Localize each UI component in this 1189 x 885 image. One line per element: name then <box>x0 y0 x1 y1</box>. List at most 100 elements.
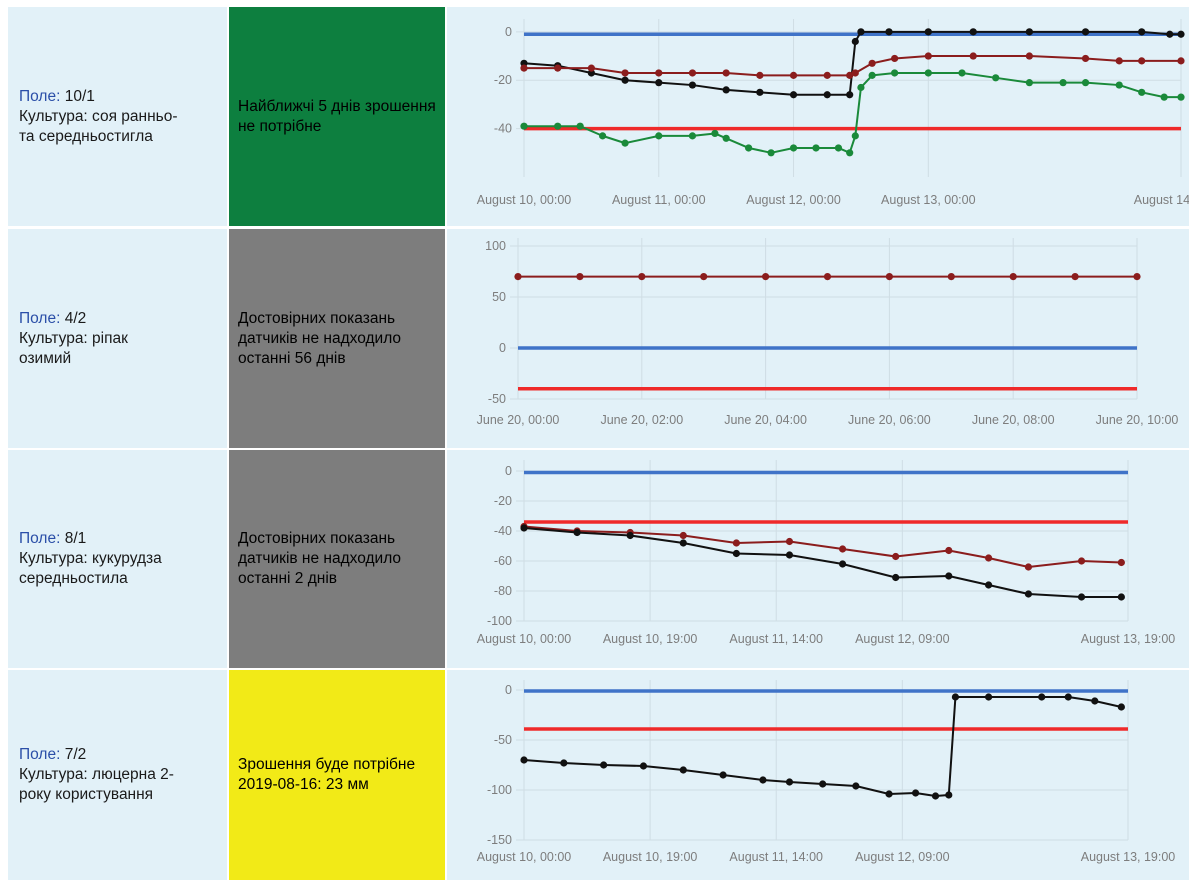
field-label: Поле: <box>19 746 61 763</box>
data-point <box>945 791 953 799</box>
data-point <box>732 549 740 558</box>
data-point <box>851 132 859 140</box>
table-row: Поле: 10/1 Культура: соя ранньо- та сере… <box>0 7 1189 226</box>
data-point <box>688 69 697 77</box>
status-text: Найближчі 5 днів зрошення не потрібне <box>238 97 436 135</box>
field-info-cell: Поле: 8/1 Культура: кукурудза середньост… <box>8 450 227 668</box>
data-point <box>1024 563 1033 571</box>
x-tick-label: August 13, 19:00 <box>1081 850 1176 864</box>
data-point <box>732 539 740 547</box>
x-tick-label: August 10, 00:00 <box>477 193 572 207</box>
x-tick-label: June 20, 08:00 <box>972 413 1055 427</box>
data-point <box>846 149 854 157</box>
data-point <box>1138 28 1146 36</box>
data-point <box>1081 54 1090 63</box>
x-tick-label: August 10, 19:00 <box>603 632 698 646</box>
data-point <box>891 69 899 77</box>
data-point <box>688 81 697 89</box>
y-tick-label: -40 <box>494 524 512 538</box>
data-point <box>892 573 900 582</box>
data-point <box>1138 57 1146 65</box>
x-tick-label: August 10, 00:00 <box>477 632 572 646</box>
status-text: Достовірних показань датчиків не надходи… <box>238 530 402 587</box>
data-point <box>655 132 663 140</box>
data-point <box>812 144 820 152</box>
status-text: Зрошення буде потрібне 2019-08-16: 23 мм <box>238 756 416 793</box>
y-tick-label: -150 <box>487 833 512 847</box>
x-tick-label: August 10, 19:00 <box>603 850 698 864</box>
data-point <box>1071 273 1079 281</box>
data-point <box>931 792 940 800</box>
y-tick-label: -50 <box>488 392 506 406</box>
data-point <box>722 69 730 77</box>
field-info-cell: Поле: 7/2 Культура: люцерна 2- року кори… <box>8 670 227 880</box>
data-point <box>679 766 687 774</box>
data-point <box>1117 558 1125 567</box>
data-point <box>924 28 932 36</box>
data-point <box>600 761 608 769</box>
data-point <box>857 83 865 92</box>
field-value: 8/1 <box>64 530 87 547</box>
data-point <box>573 528 581 537</box>
data-point <box>1138 88 1146 96</box>
data-point <box>945 546 953 555</box>
y-tick-label: 0 <box>499 341 506 355</box>
data-point <box>700 273 708 281</box>
field-value: 10/1 <box>64 87 95 105</box>
data-point <box>857 28 865 36</box>
data-point <box>1177 93 1185 101</box>
data-point <box>951 693 960 701</box>
field-info-cell: Поле: 10/1 Культура: соя ранньо- та сере… <box>8 7 227 226</box>
data-point <box>1117 593 1125 601</box>
data-point <box>1081 28 1090 36</box>
data-point <box>638 273 646 281</box>
x-tick-label: August 13, 00:00 <box>881 193 976 207</box>
data-point <box>639 762 648 770</box>
data-point <box>819 780 827 788</box>
data-point <box>823 71 831 79</box>
field-label: Поле: <box>19 530 61 547</box>
data-point <box>655 79 663 87</box>
crop-line-1: Культура: люцерна 2- <box>19 766 174 783</box>
data-point <box>688 132 697 140</box>
data-point <box>520 122 528 130</box>
field-label: Поле: <box>19 309 61 327</box>
y-tick-label: 100 <box>485 239 506 253</box>
y-tick-label: -20 <box>494 73 512 87</box>
crop-line-2: та середньостигла <box>19 127 153 145</box>
field-info-cell: Поле: 4/2 Культура: ріпак озимий <box>8 229 227 448</box>
data-point <box>621 139 629 147</box>
data-point <box>1115 57 1123 65</box>
y-tick-label: 50 <box>492 290 506 304</box>
data-point <box>576 122 584 130</box>
x-tick-label: August 12, 09:00 <box>855 850 950 864</box>
y-tick-label: -60 <box>494 554 512 568</box>
data-point <box>892 552 900 561</box>
data-point <box>762 273 770 281</box>
data-point <box>1025 52 1033 60</box>
y-tick-label: -20 <box>494 494 512 508</box>
data-point <box>868 71 876 79</box>
data-point <box>985 581 993 589</box>
data-point <box>885 790 893 798</box>
data-point <box>891 54 899 63</box>
field-value: 4/2 <box>64 309 87 327</box>
data-point <box>626 531 634 540</box>
data-point <box>947 273 955 281</box>
x-tick-label: August 11, 14:00 <box>729 632 823 646</box>
data-point <box>1025 28 1033 36</box>
field-value: 7/2 <box>64 746 87 763</box>
data-point <box>1177 30 1185 38</box>
data-point <box>711 129 719 138</box>
chart-cell: August 10, 00:00 August 10, 19:00 August 1… <box>447 670 1189 880</box>
soil-moisture-chart: August 10, 00:00 August 10, 19:00 August 1… <box>477 460 1175 646</box>
x-tick-label: June 20, 02:00 <box>600 413 683 427</box>
data-point <box>587 64 595 72</box>
data-point <box>1177 57 1185 65</box>
data-point <box>785 551 794 559</box>
chart-cell: June 20, 00:00 June 20, 02:00 June 20, 04:… <box>447 229 1189 448</box>
data-point <box>924 69 932 77</box>
crop-line-1: Культура: соя ранньо- <box>19 107 178 125</box>
data-point <box>1115 81 1123 89</box>
